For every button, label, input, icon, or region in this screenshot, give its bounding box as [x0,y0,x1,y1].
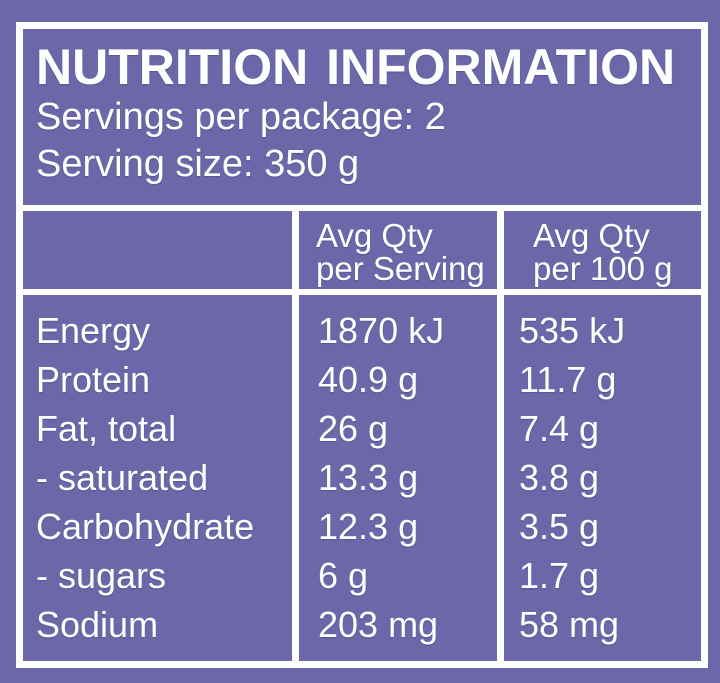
nutrient-per-serving: 1870 kJ [318,310,445,351]
nutrient-per-100g: 11.7 g [519,359,617,400]
serving-size-text: Serving size: 350 g [36,143,360,185]
nutrient-per-serving: 40.9 g [318,359,419,400]
table-top-divider [16,205,708,211]
nutrient-per-100g: 535 kJ [519,310,626,351]
nutrient-per-100g: 1.7 g [519,555,600,596]
nutrient-per-100g: 3.5 g [519,506,600,547]
nutrient-per-serving: 12.3 g [318,506,419,547]
table-row-protein: Protein 40.9 g 11.7 g [0,355,708,404]
panel-title: NUTRITION INFORMATION [36,39,676,95]
nutrient-per-100g: 58 mg [519,604,620,645]
column-divider-2 [497,211,504,661]
nutrient-table-rows: Energy 1870 kJ 535 kJ Protein 40.9 g 11.… [0,306,708,649]
nutrient-per-serving: 6 g [318,555,369,596]
nutrient-per-100g: 7.4 g [519,408,600,449]
nutrient-per-serving: 26 g [318,408,389,449]
nutrient-per-serving: 13.3 g [318,457,419,498]
nutrient-per-serving: 203 mg [318,604,439,645]
table-row-energy: Energy 1870 kJ 535 kJ [0,306,708,355]
table-row-sodium: Sodium 203 mg 58 mg [0,600,708,649]
column-header-line: per Serving [316,250,485,287]
header-body-divider [16,289,708,295]
nutrient-name: - saturated [36,457,209,498]
column-header-per-100g: Avg Qty per 100 g [533,219,672,285]
column-divider-1 [292,211,299,661]
table-row-sugars: - sugars 6 g 1.7 g [0,551,708,600]
table-row-fat-total: Fat, total 26 g 7.4 g [0,404,708,453]
servings-per-package-text: Servings per package: 2 [36,96,446,138]
nutrient-name: Energy [36,310,151,351]
column-header-per-serving: Avg Qty per Serving [316,219,485,285]
column-header-line: Avg Qty [533,217,650,254]
table-row-saturated: - saturated 13.3 g 3.8 g [0,453,708,502]
column-header-line: per 100 g [533,250,673,287]
column-header-line: Avg Qty [316,217,433,254]
nutrient-name: Fat, total [36,408,177,449]
panel-border-frame [16,22,708,668]
nutrient-name: Protein [36,359,151,400]
table-row-carbohydrate: Carbohydrate 12.3 g 3.5 g [0,502,708,551]
nutrient-name: Carbohydrate [36,506,255,547]
nutrient-name: Sodium [36,604,159,645]
nutrient-name: - sugars [36,555,167,596]
nutrient-per-100g: 3.8 g [519,457,600,498]
